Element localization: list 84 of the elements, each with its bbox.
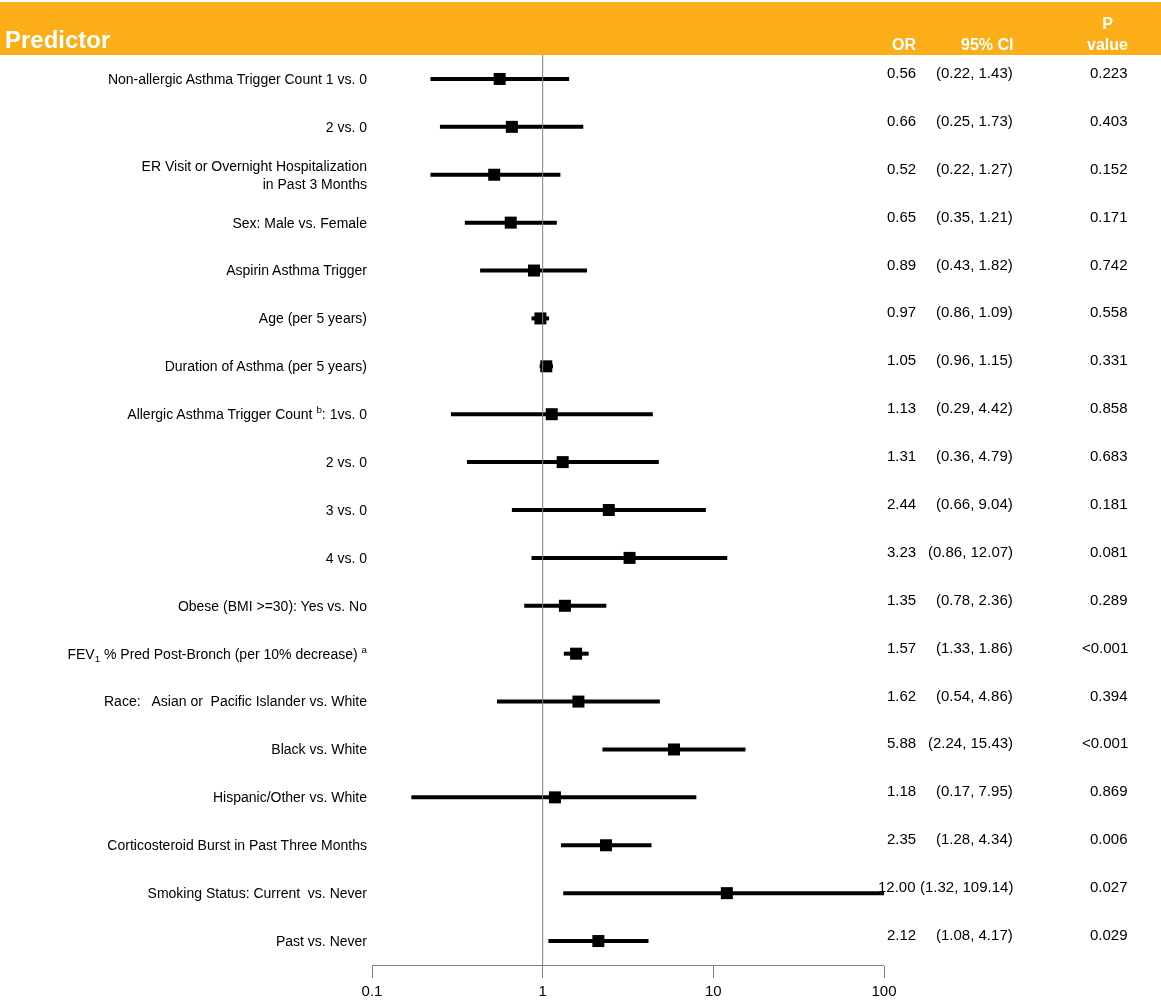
data-label: 0.89	[887, 256, 917, 273]
text: 0.403	[1090, 112, 1128, 129]
text: (0.86, 1.09)	[936, 303, 1013, 320]
text: 0.858	[1090, 399, 1128, 416]
text: (0.54, 4.86)	[936, 687, 1013, 704]
text: (0.78, 2.36)	[936, 591, 1013, 608]
text: (1.28, 4.34)	[936, 830, 1013, 847]
text: Predictor	[5, 26, 111, 53]
x-tick-label: 10	[704, 982, 722, 999]
data-label: 1.05	[887, 351, 917, 368]
text: <0.001	[1082, 639, 1129, 656]
y-tick-label: Race: Asian or Pacific Islander vs. White	[104, 693, 368, 710]
text: (0.25, 1.73)	[936, 112, 1013, 129]
data-label: 1.35	[887, 591, 917, 608]
y-tick-label: Past vs. Never	[275, 932, 368, 949]
data-label: 1.57	[887, 639, 917, 656]
text: 0.181	[1090, 495, 1128, 512]
text: (0.36, 4.79)	[936, 447, 1013, 464]
y-tick-label: Smoking Status: Current vs. Never	[147, 885, 368, 902]
text: (0.29, 4.42)	[936, 399, 1013, 416]
data-label: 1.13	[887, 399, 917, 416]
y-tick-label: Aspirin Asthma Trigger	[226, 262, 368, 279]
text: 0.683	[1090, 447, 1128, 464]
y-tick-label: 4 vs. 0	[325, 549, 368, 566]
y-tick-label: FEV$_{1}$ % Pred Post-Bronch (per 10% decrease) $^{a}$	[67, 643, 368, 664]
data-label: 2.12	[887, 926, 917, 943]
y-tick-label: Black vs. White	[271, 741, 368, 758]
y-tick-label: Non-allergic Asthma Trigger Count 1 vs. 0	[107, 70, 368, 87]
text: 0.152	[1090, 160, 1128, 177]
data-label: 1.18	[887, 782, 917, 799]
text: P value	[1087, 15, 1129, 53]
text: 95% CI	[961, 36, 1014, 53]
text: (0.22, 1.27)	[936, 160, 1013, 177]
text: 0.006	[1090, 830, 1128, 847]
y-tick-label: Corticosteroid Burst in Past Three Months	[107, 837, 367, 854]
data-label: 2.44	[887, 495, 917, 512]
text: 0.171	[1090, 208, 1128, 225]
text: 0.223	[1090, 64, 1128, 81]
text: OR	[892, 36, 917, 53]
y-tick-label: Age (per 5 years)	[258, 310, 367, 327]
text: 0.081	[1090, 543, 1128, 560]
y-tick-label: 2 vs. 0	[325, 118, 368, 135]
text: 0.331	[1090, 351, 1128, 368]
text: 0.394	[1090, 687, 1128, 704]
text: 0.869	[1090, 782, 1128, 799]
data-label: 1.62	[887, 687, 917, 704]
text: (1.32, 109.14)	[920, 878, 1014, 895]
y-tick-label: Hispanic/Other vs. White	[212, 789, 368, 806]
data-label: 0.56	[887, 64, 917, 81]
text: 0.742	[1090, 256, 1128, 273]
text: (0.43, 1.82)	[936, 256, 1013, 273]
data-label: 0.65	[887, 208, 917, 225]
y-tick-label: Sex: Male vs. Female	[232, 214, 368, 231]
text: (2.24, 15.43)	[928, 734, 1014, 751]
text: <0.001	[1082, 734, 1129, 751]
text: (0.35, 1.21)	[936, 208, 1013, 225]
text: 0.289	[1090, 591, 1128, 608]
data-label: 0.52	[887, 160, 917, 177]
text: (1.08, 4.17)	[936, 926, 1013, 943]
y-tick-label: Obese (BMI >=30): Yes vs. No	[177, 597, 368, 614]
data-label: 2.35	[887, 830, 917, 847]
text: (0.17, 7.95)	[936, 782, 1013, 799]
y-tick-label: Allergic Asthma Trigger Count $^{b}$: 1vs. 0	[127, 404, 368, 423]
data-label: 0.97	[887, 303, 917, 320]
y-tick-label: 2 vs. 0	[325, 454, 368, 471]
x-tick-label: 0.1	[361, 982, 383, 999]
y-tick-label: Duration of Asthma (per 5 years)	[164, 358, 367, 375]
data-label: 12.00	[878, 878, 916, 895]
text: (1.33, 1.86)	[936, 639, 1013, 656]
y-tick-label: ER Visit or Overnight Hospitalization in Past 3 Months	[141, 157, 367, 192]
text: 0.558	[1090, 303, 1128, 320]
text: 0.027	[1090, 878, 1128, 895]
text: (0.22, 1.43)	[936, 64, 1013, 81]
text: (0.86, 12.07)	[928, 543, 1014, 560]
text: (0.66, 9.04)	[936, 495, 1013, 512]
x-tick-label: 1	[538, 982, 547, 999]
data-label: 3.23	[887, 543, 917, 560]
data-label: 0.66	[887, 112, 917, 129]
x-tick-label: 100	[871, 982, 897, 999]
y-tick-label: 3 vs. 0	[325, 501, 368, 518]
data-label: 5.88	[887, 734, 917, 751]
text: 0.029	[1090, 926, 1128, 943]
text: (0.96, 1.15)	[936, 351, 1013, 368]
data-label: 1.31	[887, 447, 917, 464]
